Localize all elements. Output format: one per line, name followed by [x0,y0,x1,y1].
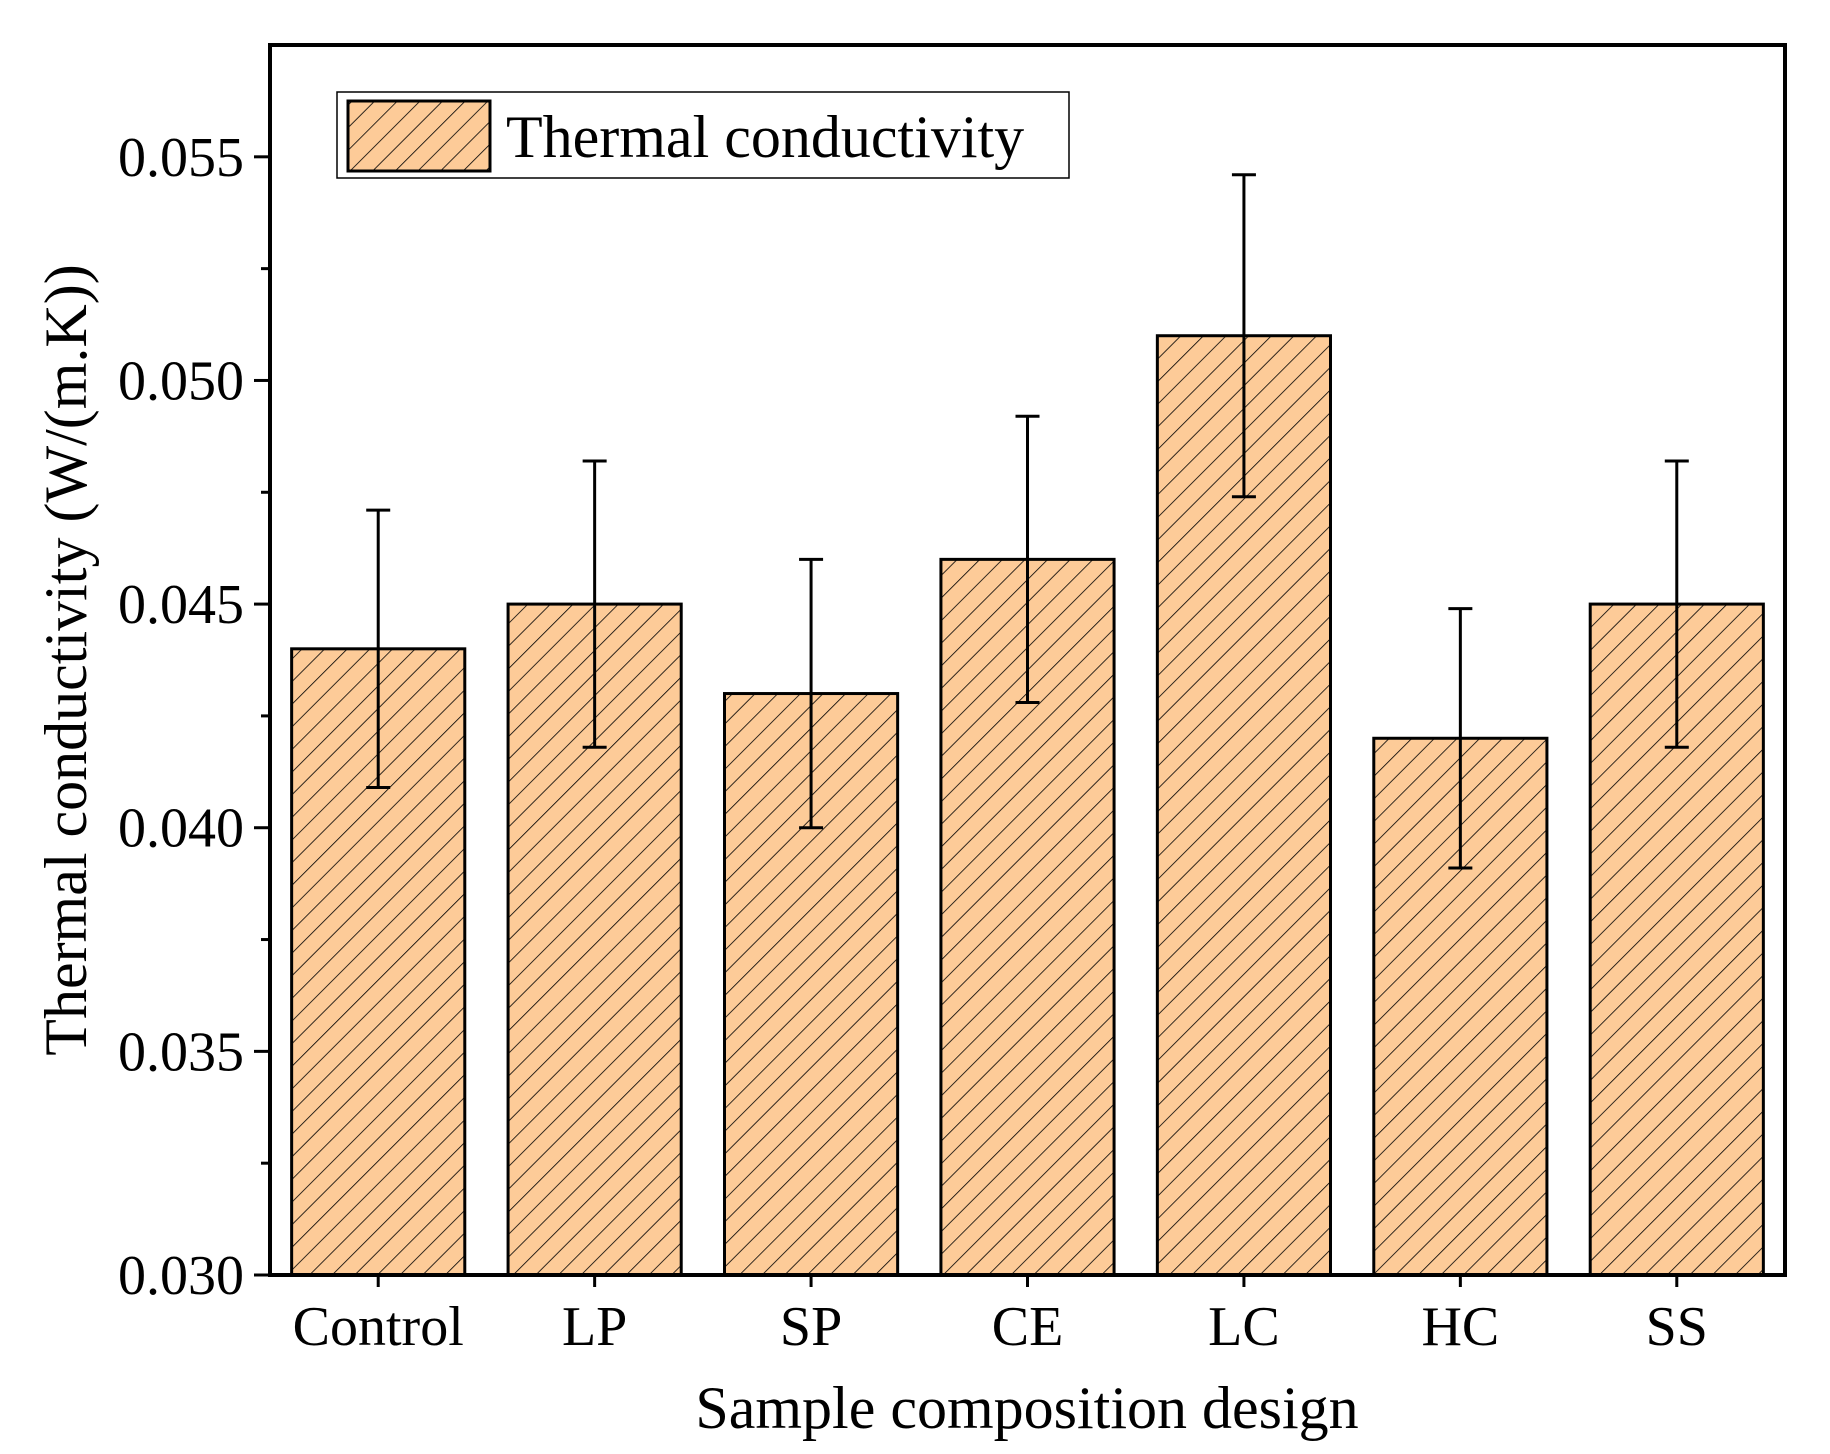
legend-label: Thermal conductivity [506,104,1024,170]
x-tick-label: SS [1646,1296,1708,1358]
x-tick-label: Control [293,1296,464,1358]
y-tick-label: 0.040 [118,798,244,860]
y-axis: 0.030 0.035 0.040 0.045 0.050 0.055 [118,127,270,1307]
error-bars-layer [366,173,1689,870]
x-axis: Control LP SP CE LC HC SS [293,1275,1708,1358]
y-tick-label: 0.055 [118,127,244,189]
y-tick-label: 0.035 [118,1021,244,1083]
x-axis-title: Sample composition design [695,1375,1358,1441]
y-axis-title: Thermal conductivity (W/(m.K)) [33,264,99,1055]
x-tick-label: LP [562,1296,627,1358]
y-tick-label: 0.050 [118,350,244,412]
x-tick-label: LC [1208,1296,1280,1358]
x-tick-label: SP [780,1296,842,1358]
x-tick-label: CE [992,1296,1064,1358]
y-tick-label: 0.030 [118,1245,244,1307]
legend-swatch [346,99,492,173]
x-tick-label: HC [1421,1296,1499,1358]
y-tick-label: 0.045 [118,574,244,636]
legend: Thermal conductivity [336,91,1070,179]
